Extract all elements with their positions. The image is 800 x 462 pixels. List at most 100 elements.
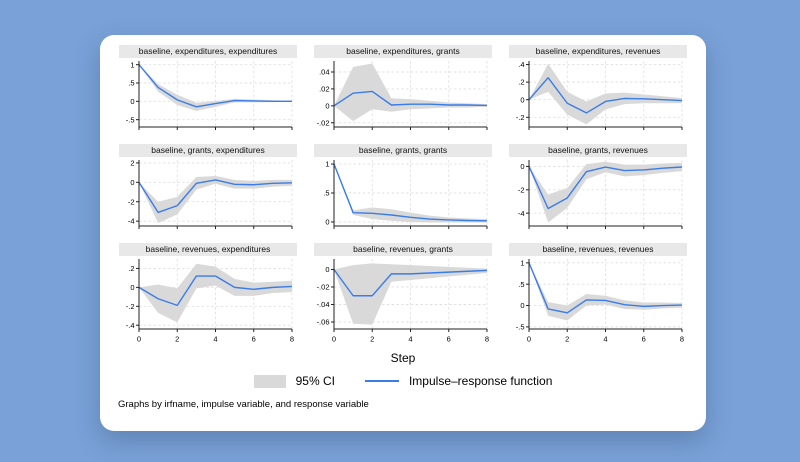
irf-panel: baseline, expenditures, grants .04 .02 0 -.0… — [314, 45, 492, 134]
y-tick-label: 0 — [325, 218, 329, 227]
y-tick-label: -.5 — [516, 322, 525, 331]
panel-title: baseline, expenditures, revenues — [509, 45, 687, 58]
irf-line-icon — [364, 380, 399, 382]
y-tick-label: 0 — [130, 97, 134, 106]
irf-line — [528, 77, 683, 114]
irf-panel: baseline, grants, grants 1.5 0 — [314, 144, 492, 233]
panel-title: baseline, grants, revenues — [509, 144, 687, 157]
irf-line — [333, 163, 488, 222]
irf-line — [333, 90, 488, 107]
x-tick-label: 2 — [565, 335, 569, 344]
ci-area — [529, 63, 682, 125]
irf-panel: baseline, revenues, revenues 1.5 0 -.5 0 2 4 6 8 — [509, 243, 687, 348]
irf-plot: 2 0 -2 -4 — [128, 159, 293, 229]
irf-line — [528, 262, 683, 314]
irf-grid: baseline, expenditures, expenditures 1.5 0… — [100, 45, 706, 348]
x-tick-label: 0 — [527, 335, 531, 344]
y-tick-label: -.04 — [317, 300, 330, 309]
panel-title: baseline, revenues, grants — [314, 243, 492, 256]
y-tick-label: -.2 — [516, 113, 525, 122]
irf-line — [138, 64, 292, 108]
y-tick-label: .5 — [518, 280, 524, 289]
y-tick-label: 0 — [325, 101, 329, 110]
irf-plot: .4 .2 0 -.2 — [516, 60, 683, 130]
y-tick-label: 1 — [520, 258, 524, 267]
panel-title: baseline, grants, expenditures — [119, 144, 297, 157]
panel-title: baseline, expenditures, grants — [314, 45, 492, 58]
graph-note: Graphs by irfname, impulse variable, and… — [118, 399, 369, 410]
irf-plot: .20-.2-.40 2 4 6 8 — [126, 259, 294, 344]
legend: 95% CI Impulse–response function — [100, 373, 706, 389]
irf-plot: 0 -2 -4 — [518, 160, 683, 229]
y-tick-label: .5 — [128, 79, 134, 88]
irf-line — [138, 179, 293, 214]
x-tick-label: 8 — [680, 335, 684, 344]
x-tick-label: 4 — [213, 335, 217, 344]
ci-area — [334, 63, 487, 122]
y-tick-label: -2 — [518, 185, 525, 194]
y-tick-label: 1 — [325, 160, 329, 169]
ci-area — [334, 263, 487, 325]
panel-title: baseline, revenues, revenues — [509, 243, 687, 256]
y-tick-label: 0 — [520, 301, 524, 310]
y-tick-label: 0 — [325, 265, 329, 274]
irf-panel: baseline, expenditures, revenues .4 .2 0 -.2 — [509, 45, 687, 134]
y-tick-label: .2 — [128, 264, 134, 273]
y-tick-label: 2 — [130, 159, 134, 168]
irf-graph-window: baseline, expenditures, expenditures 1.5 0… — [100, 35, 706, 431]
y-tick-label: 0 — [520, 95, 524, 104]
x-tick-label: 2 — [370, 335, 374, 344]
irf-plot: 1.50-.50 2 4 6 8 — [516, 258, 684, 344]
x-tick-label: 8 — [485, 335, 489, 344]
ci-area — [529, 161, 682, 223]
irf-legend-label: Impulse–response function — [408, 374, 553, 388]
x-axis-label: Step — [390, 351, 416, 365]
y-tick-label: -.2 — [126, 302, 135, 311]
irf-line — [333, 269, 488, 297]
ci-area — [139, 263, 292, 323]
x-tick-label: 4 — [603, 335, 607, 344]
panel-title: baseline, expenditures, expenditures — [119, 45, 297, 58]
y-tick-label: -.06 — [317, 318, 330, 327]
irf-panel: baseline, revenues, grants 0 -.02 -.04 -.06 0… — [314, 243, 492, 348]
irf-panel: baseline, grants, revenues 0 -2 -4 — [509, 144, 687, 233]
y-tick-label: .04 — [319, 68, 329, 77]
y-tick-label: 0 — [520, 162, 524, 171]
y-tick-label: 0 — [130, 283, 134, 292]
y-tick-label: -2 — [128, 197, 135, 206]
x-tick-label: 2 — [175, 335, 179, 344]
y-tick-label: -.5 — [126, 115, 135, 124]
irf-panel: baseline, grants, expenditures 2 0 -2 -4 — [119, 144, 297, 233]
y-tick-label: -4 — [128, 217, 135, 226]
ci-area — [334, 164, 487, 223]
y-tick-label: -.02 — [317, 118, 330, 127]
irf-plot: .04 .02 0 -.02 — [317, 61, 488, 130]
panel-title: baseline, revenues, expenditures — [119, 243, 297, 256]
y-tick-label: .2 — [518, 78, 524, 87]
y-tick-label: .5 — [323, 189, 329, 198]
irf-plot: 0-.02-.04-.060 2 4 6 8 — [317, 259, 489, 344]
y-tick-label: -.4 — [126, 321, 135, 330]
irf-panel: baseline, revenues, expenditures .2 0 -.2 -.… — [119, 243, 297, 348]
x-tick-label: 6 — [252, 335, 256, 344]
y-tick-label: 0 — [130, 178, 134, 187]
x-tick-label: 6 — [447, 335, 451, 344]
x-tick-label: 8 — [290, 335, 294, 344]
x-tick-label: 6 — [642, 335, 646, 344]
irf-plot: 1 .5 0 -.5 — [126, 60, 293, 130]
y-tick-label: .4 — [518, 60, 524, 69]
ci-swatch-icon — [253, 374, 286, 388]
ci-area — [139, 176, 292, 224]
irf-line — [528, 166, 683, 210]
y-tick-label: .02 — [319, 85, 329, 94]
x-tick-label: 0 — [137, 335, 141, 344]
irf-panel: baseline, expenditures, expenditures 1 .5 0… — [119, 45, 297, 134]
y-tick-label: -.02 — [317, 283, 330, 292]
irf-line — [138, 275, 293, 307]
x-tick-label: 0 — [332, 335, 336, 344]
irf-plot: 1.50 — [323, 160, 488, 229]
y-tick-label: -4 — [518, 209, 525, 218]
y-tick-label: 1 — [130, 60, 134, 69]
x-tick-label: 4 — [408, 335, 412, 344]
